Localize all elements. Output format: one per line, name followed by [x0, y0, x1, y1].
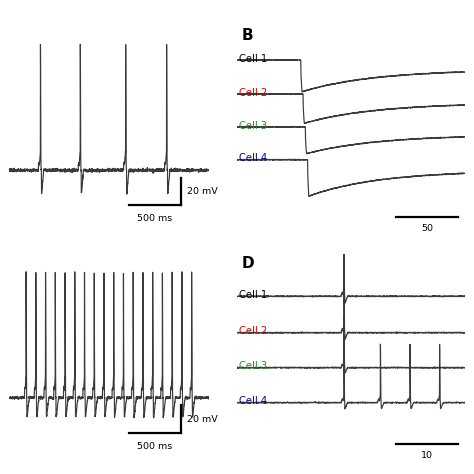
Text: 50: 50 — [421, 224, 433, 233]
Text: 500 ms: 500 ms — [137, 442, 173, 451]
Text: Cell 3: Cell 3 — [239, 361, 267, 371]
Text: 10: 10 — [421, 450, 433, 459]
Text: Cell 1: Cell 1 — [239, 54, 267, 64]
Text: Cell 4: Cell 4 — [239, 396, 267, 406]
Text: Cell 3: Cell 3 — [239, 121, 267, 131]
Text: B: B — [242, 28, 253, 43]
Text: 20 mV: 20 mV — [187, 415, 218, 424]
Text: Cell 4: Cell 4 — [239, 154, 267, 164]
Text: Cell 1: Cell 1 — [239, 290, 267, 300]
Text: D: D — [242, 255, 254, 271]
Text: 500 ms: 500 ms — [137, 214, 173, 223]
Text: Cell 2: Cell 2 — [239, 326, 267, 337]
Text: Cell 2: Cell 2 — [239, 88, 267, 98]
Text: 20 mV: 20 mV — [187, 187, 218, 196]
